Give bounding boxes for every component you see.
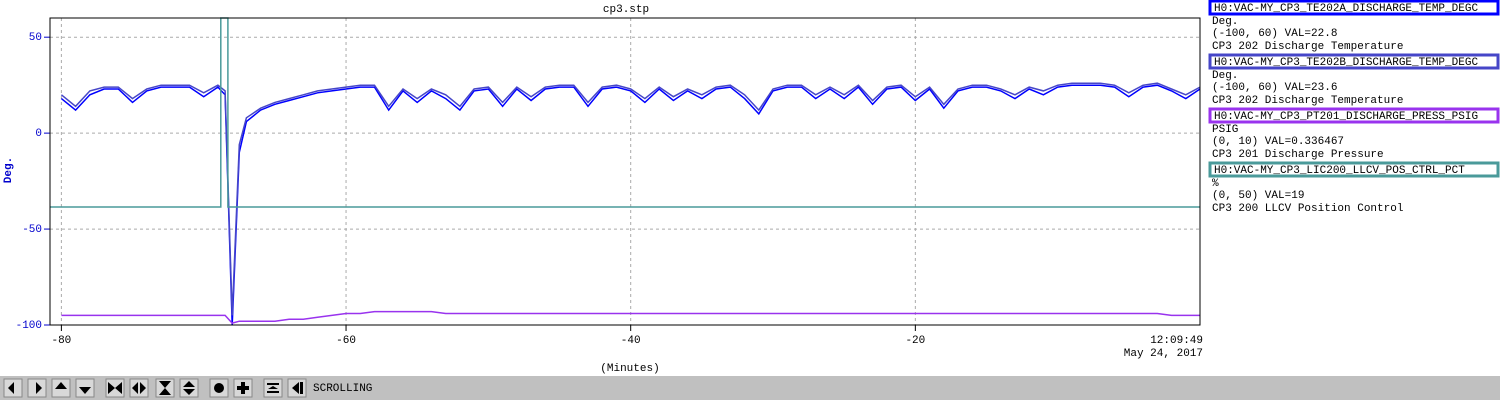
- legend-description: CP3 202 Discharge Temperature: [1212, 95, 1403, 107]
- series-line: [50, 17, 1200, 208]
- legend-description: CP3 202 Discharge Temperature: [1212, 41, 1403, 53]
- plot-area: [44, 17, 1201, 331]
- legend-range: (-100, 60) VAL=23.6: [1212, 82, 1337, 94]
- icon: [8, 382, 14, 394]
- icon: [108, 382, 122, 394]
- legend-range: (0, 10) VAL=0.336467: [1212, 136, 1344, 148]
- icon: [36, 382, 42, 394]
- y-tick-label: 0: [35, 128, 42, 140]
- time-label: 12:09:49: [1150, 335, 1203, 347]
- icon: [214, 383, 224, 393]
- x-tick-label: -80: [51, 335, 71, 347]
- legend-units: %: [1212, 178, 1219, 190]
- legend: H0:VAC-MY_CP3_TE202A_DISCHARGE_TEMP_DEGC…: [1208, 0, 1500, 215]
- legend-name: H0:VAC-MY_CP3_TE202A_DISCHARGE_TEMP_DEGC: [1214, 3, 1478, 15]
- toolbar-status: SCROLLING: [313, 383, 372, 395]
- icon: [79, 387, 91, 394]
- legend-name: H0:VAC-MY_CP3_TE202B_DISCHARGE_TEMP_DEGC: [1214, 57, 1478, 69]
- y-tick-label: 50: [29, 32, 42, 44]
- y-tick-label: -100: [16, 320, 42, 332]
- plot-frame: [49, 17, 1201, 326]
- legend-description: CP3 201 Discharge Pressure: [1212, 149, 1384, 161]
- legend-units: Deg.: [1212, 16, 1238, 28]
- legend-range: (0, 50) VAL=19: [1212, 190, 1304, 202]
- button-zoom-out-y[interactable]: [179, 378, 199, 398]
- series-line: [61, 310, 1200, 324]
- icon: [267, 383, 279, 393]
- series-line: [60, 82, 1201, 316]
- button-zoom-out-x[interactable]: [129, 378, 149, 398]
- legend-name: H0:VAC-MY_CP3_LIC200_LLCV_POS_CTRL_PCT: [1214, 165, 1465, 177]
- x-tick-label: -40: [621, 335, 641, 347]
- legend-description: CP3 200 LLCV Position Control: [1212, 203, 1403, 215]
- date-label: May 24, 2017: [1124, 348, 1203, 360]
- legend-units: PSIG: [1212, 124, 1238, 136]
- legend-box: [1208, 0, 1500, 16]
- icon: [55, 382, 67, 389]
- chart-title: cp3.stp: [603, 4, 649, 16]
- x-tick-label: -60: [336, 335, 356, 347]
- legend-units: Deg.: [1212, 70, 1238, 82]
- legend-name: H0:VAC-MY_CP3_PT201_DISCHARGE_PRESS_PSIG: [1214, 111, 1478, 123]
- x-axis-label: (Minutes): [600, 363, 659, 375]
- y-tick-label: -50: [22, 224, 42, 236]
- legend-box: [1208, 53, 1500, 70]
- y-axis-label: Deg.: [3, 157, 15, 183]
- icon: [132, 382, 146, 394]
- toolbar-buttons: [3, 378, 307, 398]
- icon: [159, 381, 171, 395]
- icon: [292, 382, 303, 394]
- x-tick-label: -20: [905, 335, 925, 347]
- icon: [237, 382, 249, 394]
- icon: [183, 381, 195, 395]
- legend-box: [1208, 107, 1500, 124]
- legend-range: (-100, 60) VAL=22.8: [1212, 28, 1337, 40]
- legend-box: [1208, 161, 1500, 178]
